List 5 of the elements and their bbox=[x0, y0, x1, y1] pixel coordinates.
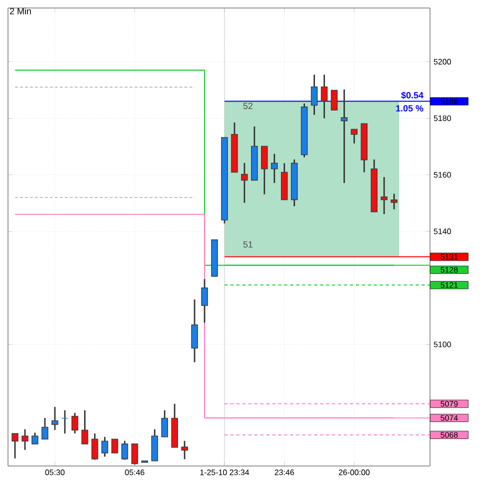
chart-title: 2 Min bbox=[10, 8, 31, 14]
text: $0.54 bbox=[401, 92, 424, 99]
annotation: 52 bbox=[243, 102, 252, 110]
annotation: 1.05 % bbox=[396, 105, 424, 112]
annotation: 51 bbox=[243, 241, 253, 248]
